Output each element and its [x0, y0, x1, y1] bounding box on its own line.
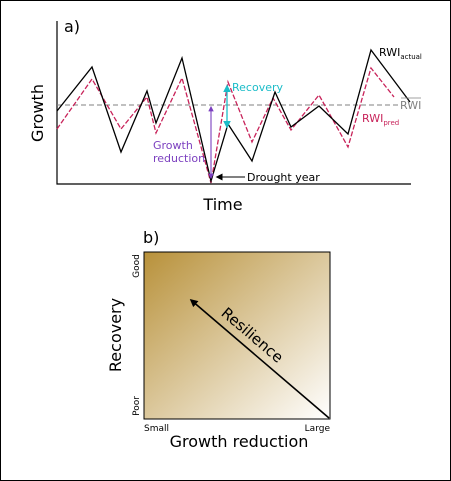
panel-a-y-axis-label: Growth: [28, 84, 47, 142]
panel-a-axes: [56, 21, 411, 185]
growth-reduction-large-label: Large: [305, 424, 331, 434]
rwi-actual-label: RWIactual: [379, 46, 422, 61]
resilience-arrow: [189, 298, 330, 419]
rwi-pred-label: RWIpred: [362, 112, 399, 127]
recovery-poor-label: Poor: [132, 396, 142, 416]
panel-a-x-axis-label: Time: [202, 195, 242, 214]
rwi-pred-line: [56, 66, 395, 184]
resilience-gradient-box: [143, 251, 331, 420]
recovery-label: Recovery: [232, 81, 283, 94]
rwi-mean-label: RWI: [400, 99, 421, 112]
panel-b-label: b): [143, 228, 159, 247]
panel-b-y-axis-label: Recovery: [106, 298, 125, 372]
panel-a-label: a): [64, 17, 80, 36]
recovery-good-label: Good: [132, 254, 142, 278]
growth-reduction-label-line2: reduction: [153, 152, 205, 165]
drought-year-label: Drought year: [247, 171, 320, 184]
growth-reduction-small-label: Small: [144, 424, 169, 434]
growth-reduction-label-line1: Growth: [153, 139, 193, 152]
panel-b: b) Resilience Recovery Good Poor Small L…: [106, 228, 331, 451]
panel-a: a) Growth Time Recovery Growth reduction…: [28, 17, 422, 214]
panel-b-x-axis-label: Growth reduction: [170, 432, 309, 451]
